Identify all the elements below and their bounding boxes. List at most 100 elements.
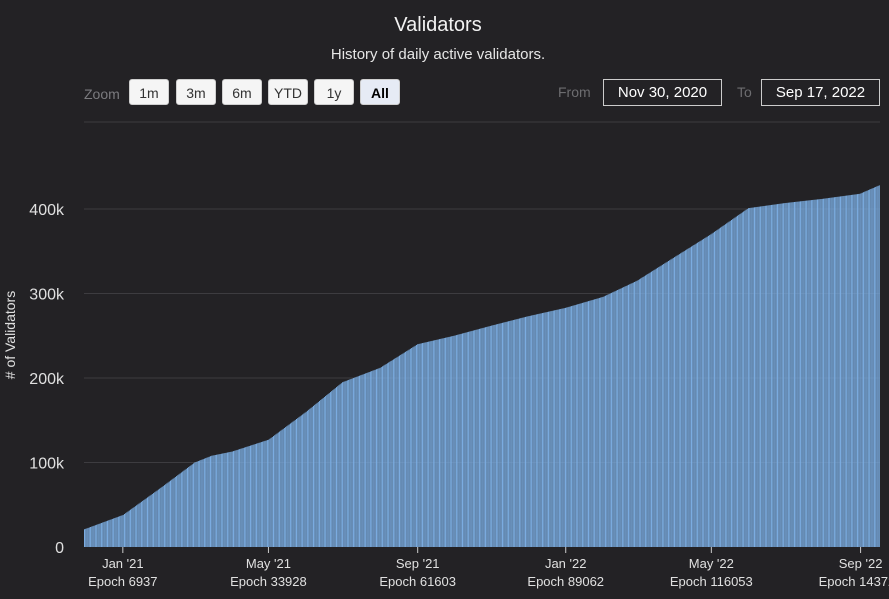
- bar[interactable]: [516, 319, 518, 547]
- bar[interactable]: [355, 377, 357, 547]
- bar[interactable]: [629, 284, 631, 547]
- bar[interactable]: [406, 351, 408, 547]
- bar[interactable]: [314, 404, 316, 547]
- bar[interactable]: [380, 367, 382, 547]
- bar[interactable]: [315, 403, 317, 547]
- bar[interactable]: [165, 484, 167, 547]
- bar[interactable]: [539, 313, 541, 547]
- bar[interactable]: [442, 338, 444, 547]
- bar[interactable]: [797, 201, 799, 547]
- bar[interactable]: [667, 260, 669, 547]
- bar[interactable]: [836, 196, 838, 547]
- bar[interactable]: [99, 523, 101, 547]
- bar[interactable]: [222, 453, 224, 548]
- bar[interactable]: [285, 427, 287, 547]
- bar[interactable]: [107, 520, 109, 547]
- bar[interactable]: [511, 320, 513, 547]
- bar[interactable]: [594, 299, 596, 547]
- bar[interactable]: [551, 310, 553, 547]
- bar[interactable]: [263, 441, 265, 547]
- bar[interactable]: [760, 206, 762, 547]
- bar[interactable]: [627, 284, 629, 547]
- bar[interactable]: [268, 439, 270, 547]
- bar[interactable]: [256, 443, 258, 547]
- bar[interactable]: [470, 331, 472, 547]
- bar[interactable]: [334, 388, 336, 547]
- bar[interactable]: [480, 328, 482, 547]
- bar[interactable]: [538, 313, 540, 547]
- bar[interactable]: [300, 415, 302, 547]
- bar[interactable]: [802, 201, 804, 548]
- bar[interactable]: [379, 367, 381, 547]
- bar[interactable]: [291, 422, 293, 547]
- bar[interactable]: [655, 268, 657, 547]
- bar[interactable]: [694, 244, 696, 548]
- bar[interactable]: [877, 185, 879, 547]
- bar[interactable]: [178, 474, 180, 547]
- bar[interactable]: [92, 526, 94, 547]
- bar[interactable]: [383, 365, 385, 547]
- bar[interactable]: [271, 436, 273, 547]
- bar[interactable]: [226, 452, 228, 547]
- bar[interactable]: [831, 197, 833, 548]
- bar[interactable]: [526, 316, 528, 547]
- bar[interactable]: [613, 291, 615, 547]
- bar[interactable]: [746, 209, 748, 547]
- bar[interactable]: [185, 468, 187, 547]
- bar[interactable]: [728, 221, 730, 548]
- bar[interactable]: [179, 473, 181, 547]
- bar[interactable]: [102, 522, 104, 547]
- bar[interactable]: [240, 448, 242, 547]
- bar[interactable]: [193, 463, 195, 547]
- bar[interactable]: [275, 434, 277, 547]
- bar[interactable]: [346, 380, 348, 547]
- bar[interactable]: [780, 203, 782, 547]
- bar[interactable]: [282, 428, 284, 547]
- bar[interactable]: [567, 307, 569, 547]
- bar[interactable]: [842, 196, 844, 547]
- bar[interactable]: [345, 380, 347, 547]
- bar[interactable]: [316, 402, 318, 547]
- from-date-input[interactable]: Nov 30, 2020: [603, 79, 722, 106]
- bar[interactable]: [208, 456, 210, 547]
- bar[interactable]: [705, 237, 707, 547]
- bar[interactable]: [245, 447, 247, 547]
- bar[interactable]: [205, 458, 207, 547]
- bar[interactable]: [687, 248, 689, 548]
- bar[interactable]: [583, 302, 585, 547]
- bar[interactable]: [535, 314, 537, 547]
- bar[interactable]: [649, 272, 651, 547]
- bar[interactable]: [148, 496, 150, 547]
- bar[interactable]: [636, 280, 638, 547]
- bar[interactable]: [87, 527, 89, 547]
- bar[interactable]: [618, 289, 620, 547]
- bar[interactable]: [279, 431, 281, 547]
- bar[interactable]: [796, 201, 798, 547]
- bar[interactable]: [869, 189, 871, 547]
- bar[interactable]: [156, 490, 158, 547]
- bar[interactable]: [149, 495, 151, 547]
- bar[interactable]: [434, 340, 436, 547]
- bar[interactable]: [866, 190, 868, 547]
- bar[interactable]: [761, 206, 763, 548]
- bar[interactable]: [356, 376, 358, 547]
- bar[interactable]: [223, 453, 225, 547]
- bar[interactable]: [606, 295, 608, 547]
- bar[interactable]: [722, 225, 724, 547]
- bar[interactable]: [739, 214, 741, 547]
- bar[interactable]: [757, 206, 759, 548]
- bar[interactable]: [756, 206, 758, 547]
- bar[interactable]: [597, 298, 599, 547]
- bar[interactable]: [460, 333, 462, 547]
- bar[interactable]: [465, 332, 467, 547]
- bar[interactable]: [790, 202, 792, 547]
- bar[interactable]: [646, 274, 648, 547]
- bar[interactable]: [841, 196, 843, 548]
- bar[interactable]: [216, 454, 218, 547]
- bar[interactable]: [661, 264, 663, 547]
- bar[interactable]: [287, 425, 289, 547]
- bar[interactable]: [766, 205, 768, 547]
- bar[interactable]: [328, 393, 330, 547]
- bar[interactable]: [767, 205, 769, 547]
- bar[interactable]: [298, 417, 300, 547]
